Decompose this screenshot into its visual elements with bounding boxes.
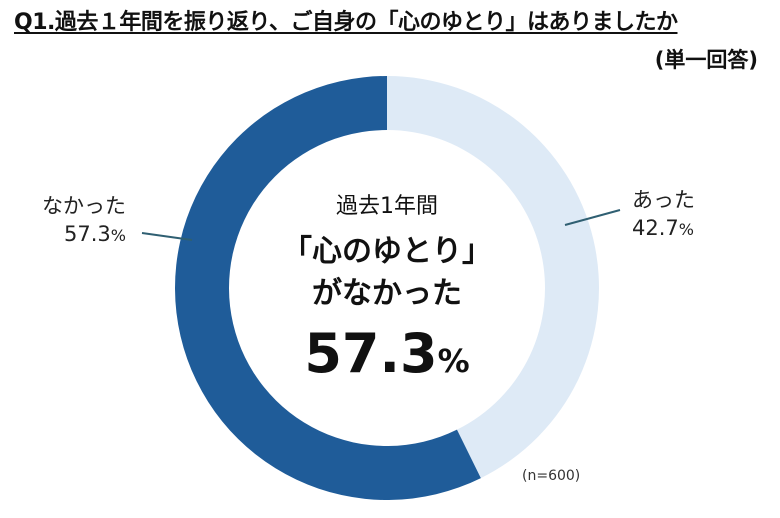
slice-label-text: なかった: [42, 194, 126, 218]
center-value-unit: %: [437, 342, 470, 380]
leader-line-1: [141, 232, 193, 241]
leader-line-0: [564, 209, 621, 226]
center-value: 57.3%: [237, 322, 537, 385]
slice-value: 57.3: [64, 222, 111, 246]
slice-value: 42.7: [632, 216, 679, 240]
chart-subtitle: (単一回答): [654, 48, 758, 72]
center-line-2: 「心のゆとり」: [282, 234, 492, 269]
center-line-3: がなかった: [312, 276, 462, 311]
center-value-number: 57.3: [304, 322, 438, 385]
slice-unit: %: [110, 226, 126, 245]
donut-slice-1: [174, 76, 481, 500]
slice-label-nakatta: なかった 57.3%: [42, 192, 126, 250]
donut-slice-0: [387, 76, 599, 479]
slice-unit: %: [678, 220, 694, 239]
center-line-1: 過去1年間: [336, 194, 438, 219]
sample-size: (n=600): [522, 468, 581, 484]
chart-title: Q1.過去１年間を振り返り、ご自身の「心のゆとり」はありましたか: [14, 10, 678, 35]
slice-label-text: あった: [632, 188, 695, 212]
slice-label-atta: あった 42.7%: [632, 186, 695, 244]
